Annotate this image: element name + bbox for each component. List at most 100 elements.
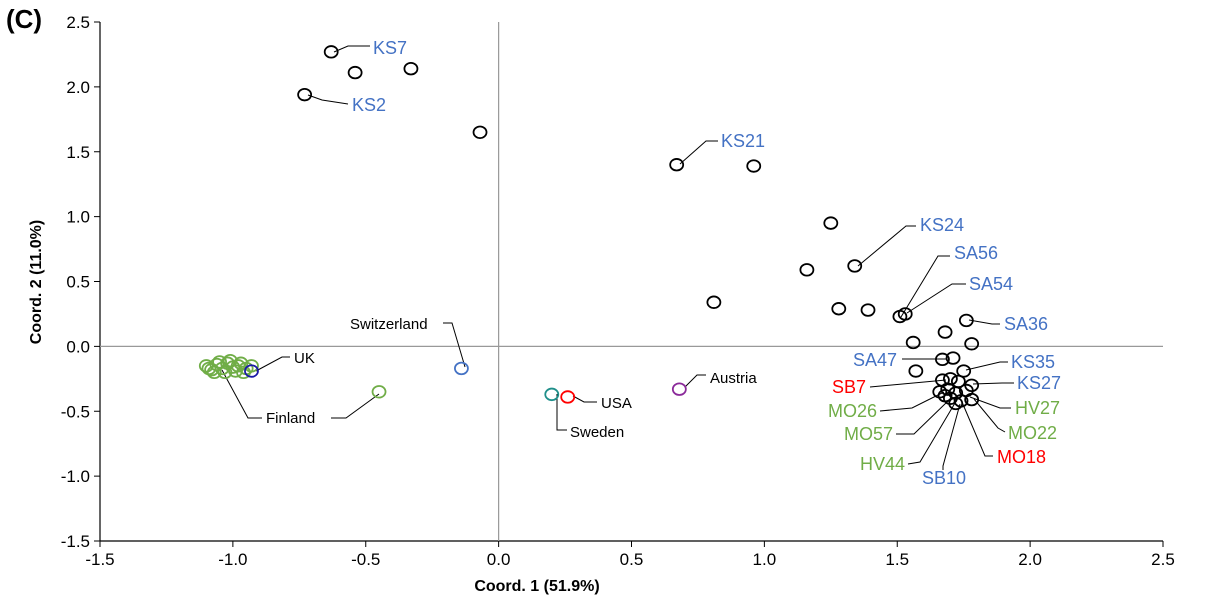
data-point [823, 216, 839, 230]
point-label: USA [601, 395, 632, 412]
x-tick-label: -0.5 [351, 550, 380, 569]
axes-layer: -1.5 -1.0 -0.5 0.0 0.5 1.0 1.5 2.0 2.5 -1.5 -1.0 -0… [61, 13, 1175, 569]
leader-line [906, 283, 966, 314]
y-tick-label: 2.0 [66, 78, 90, 97]
leader-line [679, 140, 718, 165]
leader-line [968, 319, 1000, 325]
x-tick-label: 0.0 [487, 550, 511, 569]
data-point [222, 353, 238, 368]
data-point [905, 335, 921, 350]
panel-label: (C) [6, 4, 43, 34]
data-point [935, 352, 950, 367]
x-tick-label: 0.5 [620, 550, 644, 569]
leader-line [869, 379, 947, 388]
data-point [945, 351, 961, 365]
data-point [544, 387, 560, 402]
point-label: SB7 [832, 377, 866, 397]
data-point [958, 313, 974, 328]
point-label: KS2 [352, 95, 386, 115]
leader-line [307, 94, 349, 105]
point-label: KS21 [721, 131, 765, 151]
leader-line [907, 402, 956, 465]
x-tick-label: -1.5 [85, 550, 114, 569]
data-point [671, 382, 687, 396]
data-point [371, 385, 387, 399]
point-label: UK [294, 350, 315, 367]
point-label: SA47 [853, 350, 897, 370]
data-point [847, 259, 863, 273]
leader-line [221, 369, 262, 419]
leader-line [972, 382, 1014, 385]
point-label: KS35 [1011, 352, 1055, 372]
point-label: KS7 [373, 38, 407, 58]
y-tick-label: 1.5 [66, 143, 90, 162]
data-point [940, 382, 956, 396]
data-point [472, 125, 488, 139]
y-tick-label: 0.5 [66, 273, 90, 292]
data-point [860, 303, 876, 317]
data-point [937, 325, 953, 339]
data-point [454, 361, 469, 376]
data-point [937, 388, 953, 403]
point-label: SB10 [922, 468, 966, 488]
data-point [297, 87, 313, 102]
point-label: KS24 [920, 215, 964, 235]
data-point [964, 392, 980, 407]
leader-line [900, 255, 950, 318]
y-tick-label: -0.5 [61, 402, 90, 421]
x-axis-title: Coord. 1 (51.9%) [474, 578, 599, 595]
y-tick-label: 1.0 [66, 208, 90, 227]
leader-line [857, 225, 916, 267]
y-tick-label: 0.0 [66, 337, 90, 356]
x-tick-label: 1.5 [885, 550, 909, 569]
data-point [560, 390, 576, 404]
data-point [669, 158, 685, 172]
data-point [347, 65, 363, 80]
point-label: SA56 [954, 243, 998, 263]
data-point [706, 295, 722, 309]
leader-line [443, 322, 466, 368]
leader-lines [221, 45, 1014, 470]
point-label: Sweden [570, 424, 624, 441]
leader-line [255, 356, 290, 372]
point-label: Finland [266, 410, 315, 427]
leader-line [331, 393, 380, 419]
data-point [212, 355, 227, 369]
data-point [403, 62, 419, 76]
x-tick-label: 1.0 [753, 550, 777, 569]
point-label: Switzerland [350, 316, 428, 333]
data-point [908, 364, 924, 378]
leader-line [961, 401, 993, 457]
point-label: SA54 [969, 274, 1013, 294]
point-label: SA36 [1004, 314, 1048, 334]
point-label: HV27 [1015, 398, 1060, 418]
y-tick-label: 2.5 [66, 13, 90, 32]
data-point [746, 159, 762, 173]
point-label: Austria [710, 370, 757, 387]
data-points [198, 45, 980, 411]
data-point [831, 302, 847, 316]
leader-line [896, 400, 949, 435]
data-point [323, 45, 339, 59]
leader-line [965, 361, 1008, 371]
x-tick-label: -1.0 [218, 550, 247, 569]
leader-line [333, 45, 370, 53]
leader-line [572, 395, 597, 403]
data-point [201, 361, 217, 376]
leader-line [684, 374, 706, 388]
y-tick-label: -1.0 [61, 467, 90, 486]
data-point [897, 307, 913, 321]
point-label: MO22 [1008, 423, 1057, 443]
data-point [799, 263, 815, 277]
y-tick-label: -1.5 [61, 532, 90, 551]
point-label: MO26 [828, 401, 877, 421]
x-tick-label: 2.5 [1151, 550, 1175, 569]
point-label: MO18 [997, 447, 1046, 467]
data-point [948, 396, 964, 411]
point-labels: KS7 KS2 KS21 KS24 SA56 SA54 SA36 SA47 KS35 SB7 KS2… [266, 38, 1061, 488]
x-tick-label: 2.0 [1018, 550, 1042, 569]
point-label: KS27 [1017, 373, 1061, 393]
point-label: MO57 [844, 424, 893, 444]
leader-line [556, 394, 567, 431]
